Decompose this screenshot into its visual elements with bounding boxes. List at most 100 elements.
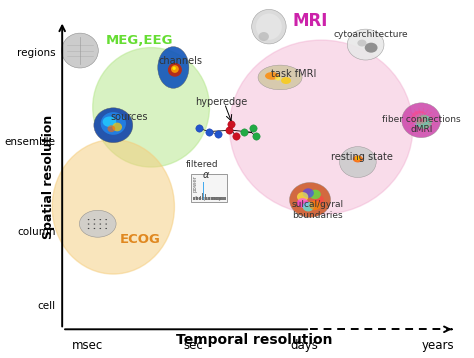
Ellipse shape: [94, 108, 133, 142]
Text: resting state: resting state: [331, 152, 393, 162]
Ellipse shape: [100, 112, 126, 135]
Bar: [208, 197, 209, 200]
Ellipse shape: [302, 202, 314, 212]
Text: sec: sec: [183, 339, 203, 352]
Text: MRI: MRI: [292, 12, 328, 30]
Text: ECOG: ECOG: [119, 233, 160, 246]
Bar: [206, 197, 208, 200]
Ellipse shape: [339, 147, 376, 178]
Ellipse shape: [62, 33, 98, 68]
Point: [195, 125, 203, 131]
Text: column: column: [17, 227, 55, 237]
Text: msec: msec: [72, 339, 103, 352]
Bar: [193, 197, 194, 200]
Text: days: days: [291, 339, 319, 352]
Ellipse shape: [256, 14, 282, 40]
FancyBboxPatch shape: [191, 174, 227, 202]
Ellipse shape: [88, 223, 90, 225]
Ellipse shape: [100, 219, 101, 220]
Bar: [203, 182, 204, 200]
Ellipse shape: [93, 48, 210, 167]
Ellipse shape: [302, 188, 314, 198]
Ellipse shape: [88, 228, 90, 229]
Ellipse shape: [108, 125, 115, 132]
Ellipse shape: [105, 228, 107, 229]
Text: power: power: [192, 175, 197, 192]
Ellipse shape: [105, 219, 107, 220]
Text: cell: cell: [37, 301, 55, 311]
Bar: [199, 197, 200, 200]
Ellipse shape: [365, 43, 378, 53]
Point: [205, 129, 213, 135]
Text: ensemble: ensemble: [5, 137, 55, 147]
Ellipse shape: [310, 200, 321, 210]
Point: [250, 125, 257, 131]
Ellipse shape: [168, 63, 182, 77]
Ellipse shape: [173, 67, 176, 70]
Text: channels: channels: [158, 55, 202, 66]
Ellipse shape: [158, 47, 189, 88]
Bar: [197, 197, 199, 200]
Bar: [225, 197, 226, 200]
Ellipse shape: [94, 219, 95, 220]
Bar: [221, 197, 223, 200]
Text: sources: sources: [110, 112, 147, 122]
Text: sulcal/gyral
boundaries: sulcal/gyral boundaries: [292, 200, 344, 219]
Ellipse shape: [313, 195, 324, 205]
Point: [228, 121, 235, 127]
Bar: [214, 197, 215, 200]
Text: regions: regions: [17, 48, 55, 58]
Ellipse shape: [80, 211, 116, 237]
Point: [225, 127, 233, 133]
Text: frequency: frequency: [195, 197, 223, 202]
Ellipse shape: [416, 115, 432, 129]
Bar: [205, 194, 206, 200]
Ellipse shape: [259, 32, 269, 41]
Text: hyperedge: hyperedge: [195, 97, 247, 107]
Bar: [211, 197, 212, 200]
Ellipse shape: [310, 190, 321, 199]
Ellipse shape: [411, 111, 427, 125]
Point: [232, 133, 239, 139]
Text: task fMRI: task fMRI: [271, 69, 316, 79]
Ellipse shape: [229, 40, 413, 214]
Text: years: years: [421, 339, 454, 352]
Ellipse shape: [258, 65, 302, 90]
Ellipse shape: [275, 76, 281, 81]
Ellipse shape: [353, 155, 363, 163]
Point: [252, 133, 259, 139]
Ellipse shape: [171, 65, 179, 73]
Text: $\alpha$: $\alpha$: [202, 170, 210, 180]
Ellipse shape: [297, 198, 308, 208]
Text: fiber connections
dMRI: fiber connections dMRI: [382, 115, 461, 134]
Bar: [212, 197, 213, 200]
Text: MEG,EEG: MEG,EEG: [106, 34, 174, 47]
Ellipse shape: [402, 103, 441, 138]
Bar: [215, 197, 217, 200]
Ellipse shape: [88, 219, 90, 220]
Point: [214, 131, 221, 137]
Ellipse shape: [94, 228, 95, 229]
Ellipse shape: [94, 223, 95, 225]
Ellipse shape: [357, 40, 366, 47]
Bar: [194, 197, 195, 200]
Ellipse shape: [112, 122, 122, 131]
Bar: [220, 197, 221, 200]
Text: Spatial resolution: Spatial resolution: [42, 115, 55, 239]
Bar: [217, 197, 218, 200]
Ellipse shape: [102, 116, 116, 127]
Text: cytoarchitecture: cytoarchitecture: [334, 30, 409, 39]
Ellipse shape: [100, 228, 101, 229]
Ellipse shape: [347, 29, 384, 60]
Bar: [196, 197, 197, 200]
Ellipse shape: [52, 140, 174, 274]
Text: Temporal resolution: Temporal resolution: [176, 333, 333, 347]
Bar: [223, 197, 224, 200]
Ellipse shape: [105, 223, 107, 225]
Ellipse shape: [281, 77, 291, 84]
Ellipse shape: [265, 72, 279, 80]
Text: filtered: filtered: [186, 160, 219, 169]
Bar: [202, 193, 203, 200]
Ellipse shape: [252, 9, 286, 44]
Ellipse shape: [100, 223, 101, 225]
